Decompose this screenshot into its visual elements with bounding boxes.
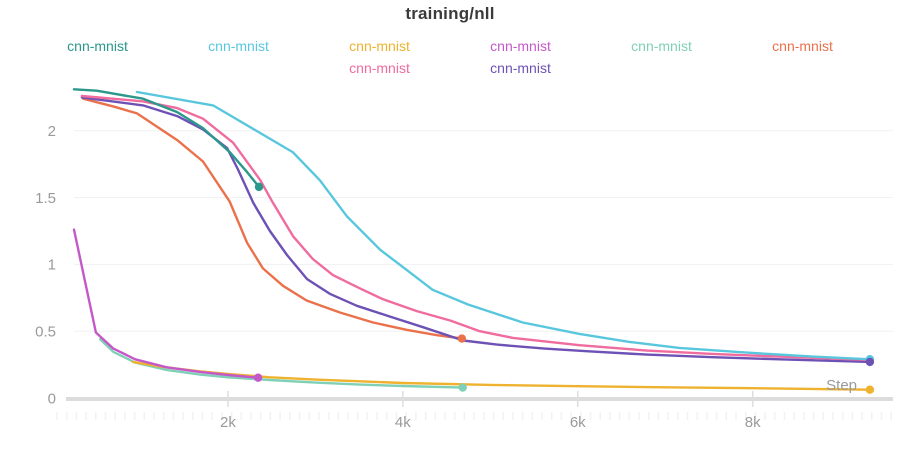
y-tick-label-1: 1 [48,257,56,274]
y-tick-label-1.5: 1.5 [35,190,56,207]
y-tick-label-0.5: 0.5 [35,323,56,340]
series-line-8[interactable] [135,90,872,361]
series-line-4[interactable] [81,97,464,340]
series-endpoint-dot-5[interactable] [865,357,875,367]
series-endpoint-dot-3[interactable] [253,373,263,382]
y-tick-label-2: 2 [48,123,56,140]
y-tick-label-0: 0 [48,390,56,407]
x-tick-label-6k: 6k [570,414,586,431]
legend-item-8[interactable]: cnn-mnist [490,60,551,76]
series-endpoint-dot-4[interactable] [457,334,467,343]
series-endpoint-dot-7[interactable] [254,182,264,192]
legend-item-1[interactable]: cnn-mnist [67,38,128,54]
series-line-5[interactable] [80,96,872,364]
x-axis-title: Step [826,377,857,394]
x-tick-label-8k: 8k [745,414,761,431]
series-line-3[interactable] [72,228,260,379]
chart-title: training/nll [405,4,495,23]
x-tick-label-4k: 4k [395,414,411,431]
legend-item-6[interactable]: cnn-mnist [772,38,833,54]
series-endpoint-dot-1[interactable] [458,383,467,392]
series-line-1[interactable] [98,338,464,389]
legend-item-3[interactable]: cnn-mnist [349,38,410,54]
series-endpoint-dot-2[interactable] [865,385,875,394]
legend-item-2[interactable]: cnn-mnist [208,38,269,54]
legend: cnn-mnist cnn-mnist cnn-mnist cnn-mnist cnn-… [27,36,873,80]
x-tick-label-2k: 2k [220,414,236,431]
series-line-6[interactable] [80,94,872,362]
legend-item-5[interactable]: cnn-mnist [631,38,692,54]
series-line-7[interactable] [72,88,261,189]
legend-item-4[interactable]: cnn-mnist [490,38,551,54]
legend-item-7[interactable]: cnn-mnist [349,60,410,76]
